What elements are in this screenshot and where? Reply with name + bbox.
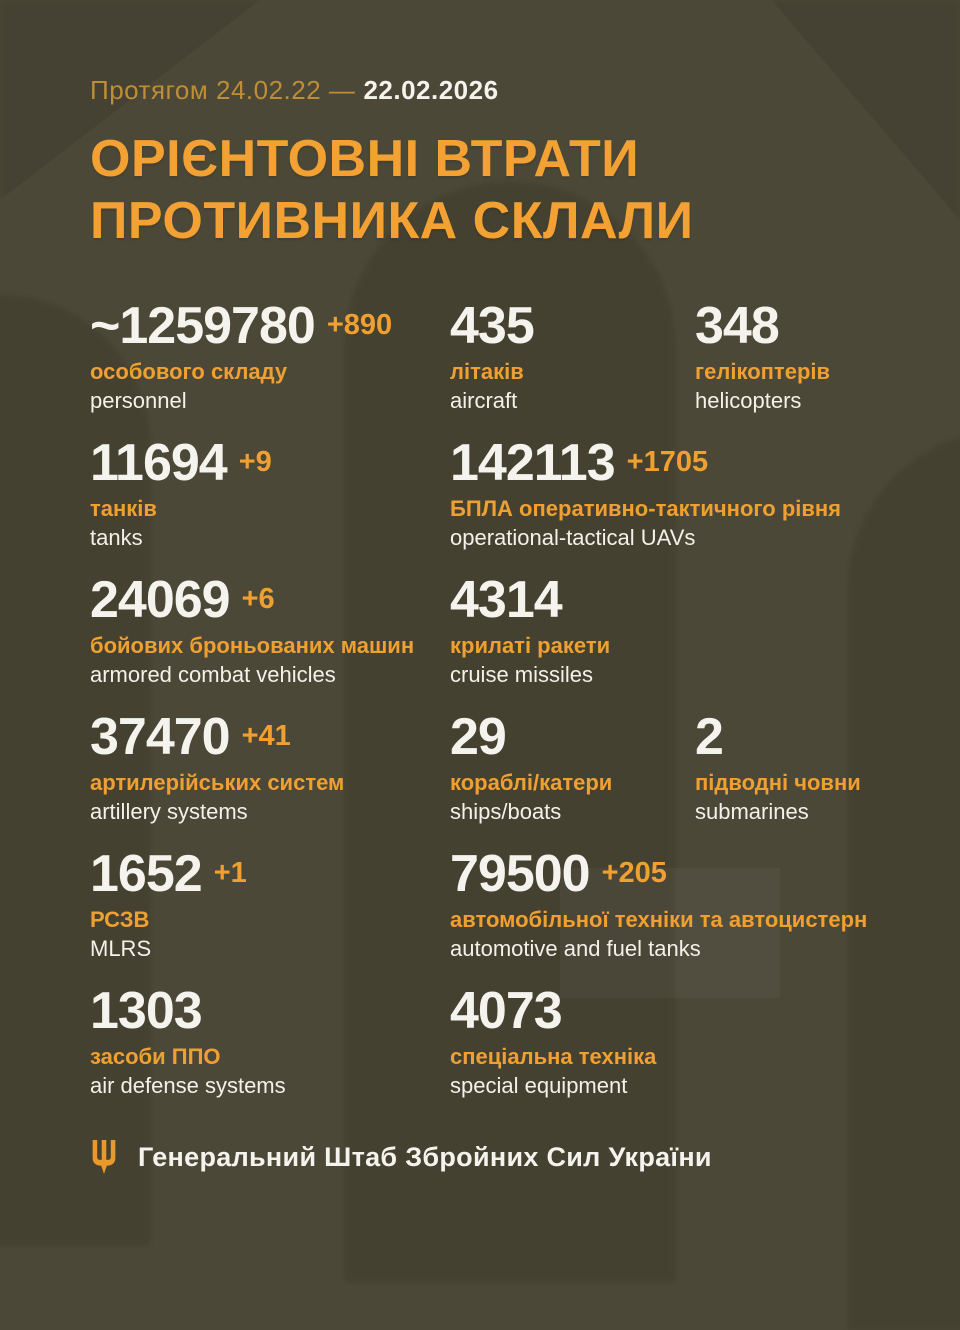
page-title-line2: ПРОТИВНИКА СКЛАЛИ	[90, 192, 694, 250]
stat-label-uk: артилерійських систем	[90, 770, 345, 795]
stat-value: 79500	[450, 845, 591, 903]
footer-org-name: Генеральний Штаб Збройних Сил України	[138, 1141, 712, 1172]
stat-label-uk: танків	[90, 496, 157, 521]
stat-label-uk: засоби ППО	[90, 1044, 221, 1069]
page-title: ОРІЄНТОВНІ ВТРАТИ ПРОТИВНИКА СКЛАЛИ	[90, 128, 920, 252]
period-date: 22.02.2026	[363, 75, 499, 105]
stat-automotive: 79500 +205 автомобільної техніки та автоц…	[450, 846, 920, 963]
stat-label-en: cruise missiles	[450, 662, 594, 687]
stat-value: ~1259780	[90, 297, 316, 355]
stat-value: 29	[450, 708, 507, 766]
stat-label-uk: автомобільної техніки та автоцистерн	[450, 907, 868, 932]
stat-label-en: operational-tactical UAVs	[450, 525, 696, 550]
stat-delta: +9	[238, 446, 272, 478]
stat-mlrs: 1652 +1 РСЗВ MLRS	[90, 846, 450, 963]
stat-air-defense: 1303 засоби ППО air defense systems	[90, 983, 450, 1100]
stat-label-en: tanks	[90, 525, 143, 550]
stat-aircraft: 435 літаків aircraft	[450, 298, 695, 415]
trident-icon	[92, 1140, 116, 1174]
stat-label-uk: підводні човни	[695, 770, 861, 795]
stat-label-uk: гелікоптерів	[695, 359, 831, 384]
stat-label-uk: спеціальна техніка	[450, 1044, 657, 1069]
stat-value: 1303	[90, 982, 203, 1040]
stat-value: 24069	[90, 571, 231, 629]
stat-delta: +205	[601, 857, 667, 889]
stat-delta: +1	[213, 857, 247, 889]
stat-cruise-missiles: 4314 крилаті ракети cruise missiles	[450, 572, 920, 689]
footer: Генеральний Штаб Збройних Сил України	[90, 1140, 920, 1174]
stat-delta: +6	[241, 583, 275, 615]
stat-label-uk: БПЛА оперативно-тактичного рівня	[450, 496, 842, 521]
stat-label-uk: літаків	[450, 359, 524, 384]
stat-tanks: 11694 +9 танків tanks	[90, 435, 450, 552]
stat-label-uk: кораблі/катери	[450, 770, 613, 795]
stat-value: 4073	[450, 982, 563, 1040]
stat-value: 348	[695, 297, 780, 355]
stat-value: 11694	[90, 434, 228, 492]
losses-report: Протягом 24.02.22 —22.02.2026 ОРІЄНТОВНІ…	[90, 74, 920, 1174]
period-prefix: Протягом 24.02.22 —	[90, 75, 356, 105]
stat-special-equipment: 4073 спеціальна техніка special equipmen…	[450, 983, 920, 1100]
stat-personnel: ~1259780 +890 особового складу personnel	[90, 298, 450, 415]
stat-value: 2	[695, 708, 724, 766]
stat-delta: +1705	[626, 446, 709, 478]
stat-label-en: ships/boats	[450, 799, 562, 824]
stat-value: 1652	[90, 845, 203, 903]
stat-value: 142113	[450, 434, 616, 492]
stat-label-en: special equipment	[450, 1073, 628, 1098]
report-period: Протягом 24.02.22 —22.02.2026	[90, 74, 920, 106]
stat-label-uk: крилаті ракети	[450, 633, 611, 658]
stat-label-uk: особового складу	[90, 359, 288, 384]
infographic: { "colors": { "background": "#4C4838", "…	[90, 74, 920, 1174]
stat-label-en: submarines	[695, 799, 809, 824]
stat-value: 4314	[450, 571, 563, 629]
stat-label-en: MLRS	[90, 936, 152, 961]
page-title-line1: ОРІЄНТОВНІ ВТРАТИ	[90, 130, 640, 188]
stat-label-en: automotive and fuel tanks	[450, 936, 701, 961]
stat-label-en: personnel	[90, 388, 187, 413]
stat-label-uk: бойових броньованих машин	[90, 633, 415, 658]
stat-value: 37470	[90, 708, 231, 766]
stat-value: 435	[450, 297, 535, 355]
stat-label-en: aircraft	[450, 388, 518, 413]
stats-grid: ~1259780 +890 особового складу personnel …	[90, 298, 920, 1100]
stat-artillery: 37470 +41 артилерійських систем artillery…	[90, 709, 450, 826]
stat-delta: +41	[241, 720, 291, 752]
stat-label-en: armored combat vehicles	[90, 662, 336, 687]
stat-delta: +890	[326, 309, 393, 341]
stat-label-en: helicopters	[695, 388, 802, 413]
stat-uavs: 142113 +1705 БПЛА оперативно-тактичного р…	[450, 435, 920, 552]
stat-submarines: 2 підводні човни submarines	[695, 709, 920, 826]
stat-helicopters: 348 гелікоптерів helicopters	[695, 298, 920, 415]
stat-label-en: artillery systems	[90, 799, 248, 824]
stat-armored-vehicles: 24069 +6 бойових броньованих машин armore…	[90, 572, 450, 689]
stat-label-en: air defense systems	[90, 1073, 286, 1098]
stat-label-uk: РСЗВ	[90, 907, 150, 932]
stat-ships: 29 кораблі/катери ships/boats	[450, 709, 695, 826]
